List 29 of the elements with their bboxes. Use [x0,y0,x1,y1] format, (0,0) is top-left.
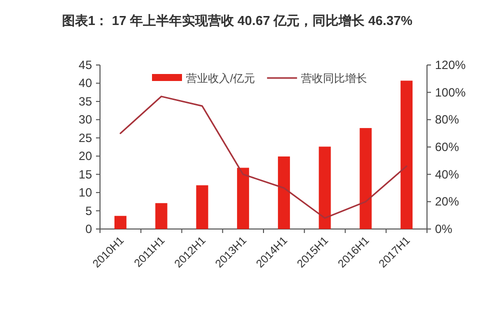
y-tick-label: 35 [78,94,92,108]
y-tick-label: 10 [78,186,92,200]
y-tick-label: 20 [78,149,92,164]
y-tick-label: 15 [78,167,92,182]
y2-tick-label: 40% [435,167,460,182]
y2-tick-label: 80% [435,112,460,127]
y-tick-label: 25 [78,130,92,145]
y-tick-label: 45 [78,58,92,72]
bar [155,203,168,229]
y-tick-label: 40 [78,76,92,90]
y2-tick-label: 120% [435,58,466,72]
bar [196,185,208,229]
y2-tick-label: 60% [435,140,460,154]
bar [278,156,290,229]
line-series [120,96,408,219]
legend-label: 营收同比增长 [301,72,368,85]
y-tick-label: 5 [85,204,92,218]
bar [400,80,413,229]
bar [360,128,372,229]
y2-tick-label: 100% [435,85,466,100]
bar [318,146,331,229]
y-tick-label: 0 [85,222,92,236]
legend-label: 营业收入/亿元 [186,72,256,85]
bar [237,168,250,229]
y-tick-label: 30 [78,112,92,127]
chart-title: 图表1： 17 年上半年实现营收 40.67 亿元，同比增长 46.37% [62,13,413,28]
y2-tick-label: 0% [435,222,453,236]
y2-tick-label: 20% [435,194,460,209]
bar [114,216,126,229]
